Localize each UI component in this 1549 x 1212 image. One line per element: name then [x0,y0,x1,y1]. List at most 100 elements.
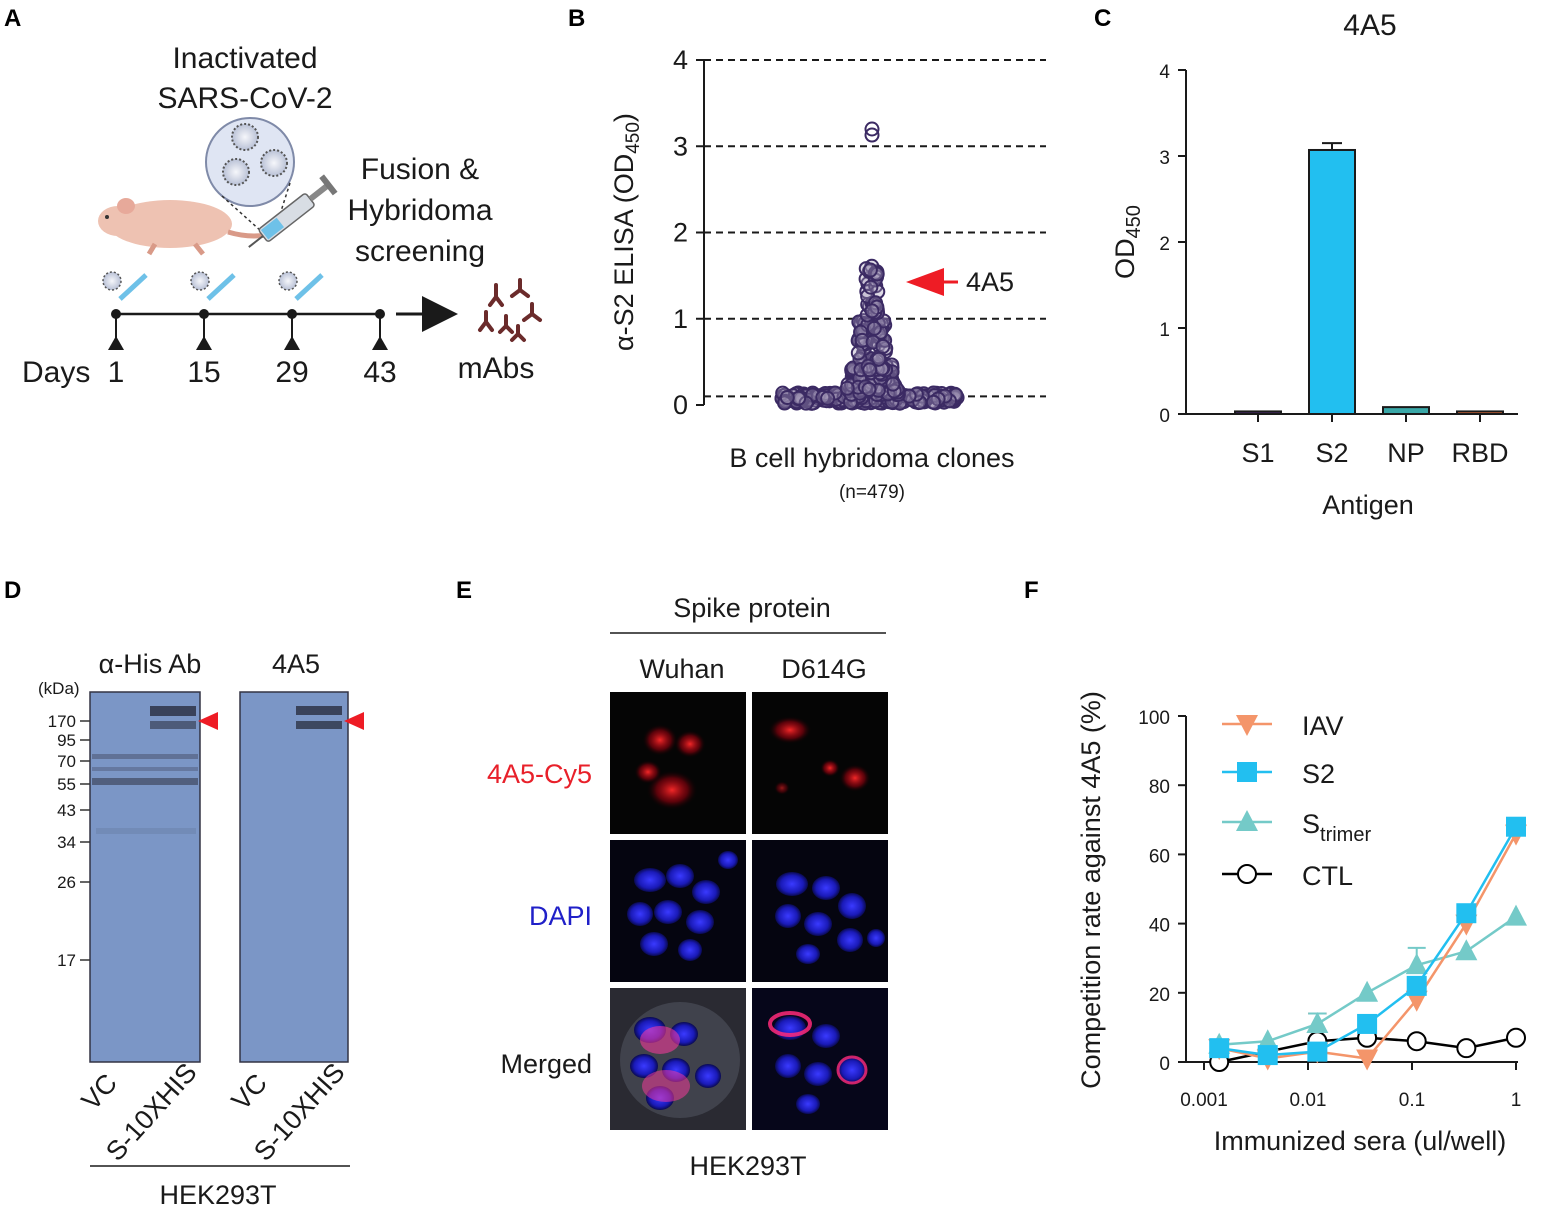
lane-s10xhis-1: S-10XHIS [100,1057,203,1166]
chart-f-xlabel: Immunized sera (ul/well) [1214,1126,1507,1156]
marker-95: 95 [57,731,76,750]
virus-dish-icon [205,117,295,207]
red-arrow-icon [906,268,944,296]
clone-point [850,345,866,361]
legend-marker-s [1236,810,1258,831]
fusion-label: Fusion & [361,153,479,186]
marker-43: 43 [57,801,76,820]
chart-c: 4A5 0 1 2 3 4 OD450 S1 S2 NP RBD Antigen [1110,9,1518,520]
panel-letter-c: C [1094,5,1111,32]
bar-s1 [1234,410,1282,416]
chart-f: 0 20 40 60 80 100 0.001 0.01 0.1 1 Competition rat… [1076,691,1527,1156]
x-tick-label: 0.001 [1180,1090,1228,1111]
clone-point [863,279,879,295]
clone-point [820,390,836,406]
clone-point [864,121,880,137]
data-point-iav [1356,1049,1379,1071]
x-tick-label: S2 [1315,438,1348,468]
data-point-s2 [1456,903,1477,924]
inactivated-label: Inactivated [172,42,317,75]
legend-label-ctl: CTL [1302,861,1353,891]
data-point-ctl [1406,1031,1427,1052]
y-tick-label: 4 [673,45,688,75]
data-point-ctl [1456,1038,1477,1059]
marker-17: 17 [57,951,76,970]
row-cy5: 4A5-Cy5 [487,759,592,789]
bar-np [1382,406,1430,415]
western-blot-2 [239,691,349,1063]
microscopy-cell-line: HEK293T [689,1151,806,1181]
data-point-s2 [1307,1041,1328,1062]
legend-marker-s2 [1237,762,1257,782]
y-tick-label: 2 [1159,234,1170,255]
chart-b-xlabel: B cell hybridoma clones [729,443,1014,473]
day-1: 1 [108,356,125,389]
panel-letter-b: B [568,5,585,32]
micrograph-dapi-wuhan [610,840,746,982]
panel-b: B 0 1 2 3 4 α-S2 ELISA (OD450) 4A5 B cell hyb… [568,5,1046,503]
clone-4a5-label: 4A5 [966,267,1014,297]
panel-f: F 0 20 40 60 80 100 0.001 0.01 0.1 1 Competition r… [1024,577,1527,1156]
x-tick-label: 0.1 [1399,1090,1425,1111]
legend-label-s2: S2 [1302,759,1335,789]
panel-letter-d: D [4,577,21,604]
panel-letter-e: E [456,577,472,604]
panel-d: D α-His Ab 4A5 (kDa) 170 95 70 [4,577,364,1210]
legend-marker-ctl [1237,864,1257,884]
lane-s10xhis-2: S-10XHIS [248,1057,351,1166]
data-point-ctl [1506,1027,1526,1048]
lane-vc-2: VC [226,1068,273,1116]
panel-e: E Spike protein Wuhan D614G 4A5-Cy5 DAPI… [456,577,888,1181]
chart-b: 0 1 2 3 4 α-S2 ELISA (OD450) [609,45,1046,420]
day-15: 15 [187,356,220,389]
red-arrowhead-icon [198,712,218,730]
clone-point [854,332,870,348]
y-tick-label: 100 [1138,708,1170,729]
antibody-icons [478,278,542,342]
panel-c: C 4A5 0 1 2 3 4 OD450 S1 S2 NP RBD Antigen [1094,5,1518,520]
day-43: 43 [363,356,396,389]
y-tick-label: 3 [673,131,688,161]
micrograph-cy5-d614g [752,692,888,834]
clone-point [862,362,878,378]
column-wuhan: Wuhan [639,654,724,684]
red-arrowhead-icon [344,712,364,730]
chart-c-title: 4A5 [1343,9,1396,42]
marker-55: 55 [57,775,76,794]
data-point-s [1306,1011,1329,1033]
western-blot-1 [89,691,201,1063]
marker-26: 26 [57,873,76,892]
micrograph-merged-wuhan [610,988,746,1130]
annotation-4a5: 4A5 [906,267,1014,297]
mabs-label: mAbs [458,352,535,385]
clone-point [798,395,814,411]
panel-letter-f: F [1024,577,1039,604]
legend-marker-iav [1236,715,1258,736]
clone-point [866,320,882,336]
blot-cell-line: HEK293T [159,1180,276,1210]
panel-letter-a: A [4,5,21,32]
x-tick-label: S1 [1241,438,1274,468]
hybridoma-label: Hybridoma [347,194,492,227]
chart-c-ylabel: OD450 [1110,205,1145,279]
marker-170: 170 [48,712,76,731]
y-tick-label: 0 [1159,406,1170,427]
clone-point [861,381,877,397]
y-tick-label: 0 [1159,1054,1170,1075]
x-tick-label: RBD [1451,438,1508,468]
data-point-iav [1405,990,1428,1012]
blot2-title: 4A5 [272,649,320,679]
clone-point [779,389,795,405]
micrograph-merged-d614g [752,988,888,1130]
bar-rbd [1456,410,1504,416]
days-label: Days [22,356,90,389]
chart-c-xlabel: Antigen [1322,490,1414,520]
data-point-s2 [1357,1013,1378,1034]
micrograph-dapi-d614g [752,840,888,982]
data-point-s [1256,1029,1279,1051]
blot1-title: α-His Ab [99,649,202,679]
column-d614g: D614G [781,654,867,684]
virus-name-label: SARS-CoV-2 [157,82,332,115]
chart-f-ylabel: Competition rate against 4A5 (%) [1076,691,1106,1089]
